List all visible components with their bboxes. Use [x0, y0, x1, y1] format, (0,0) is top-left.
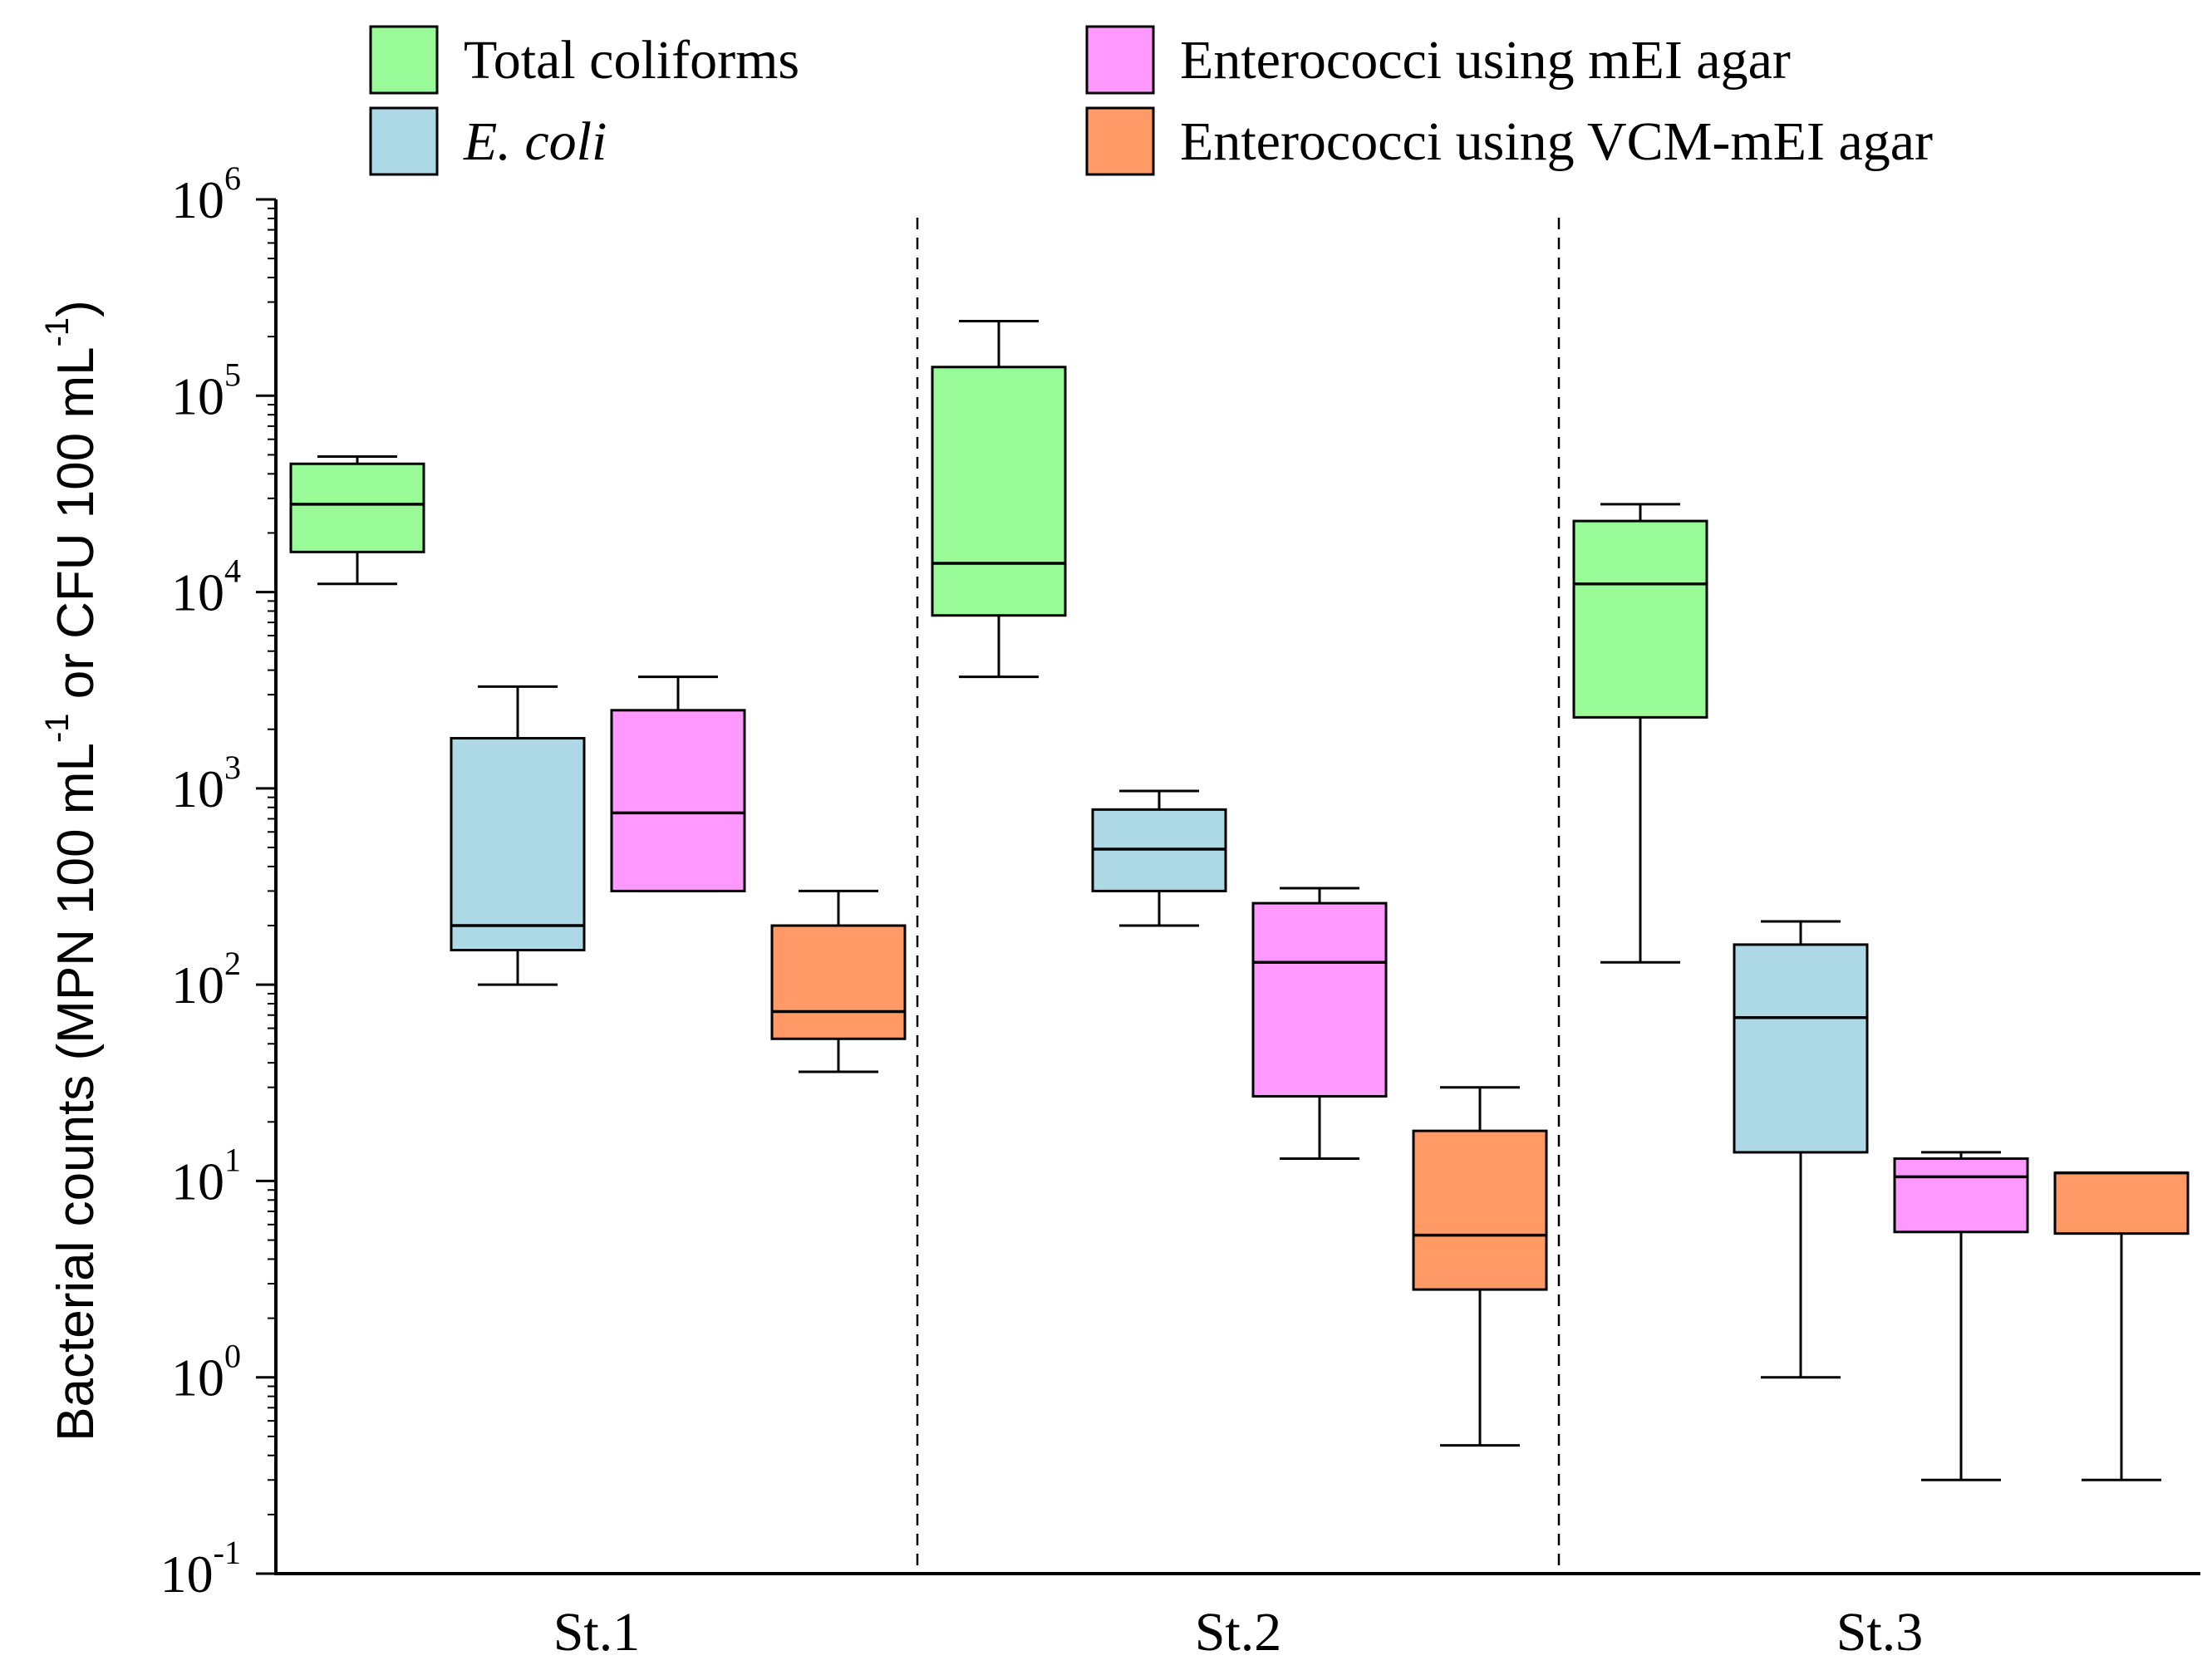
- box: [1893, 1151, 2029, 1481]
- legend-swatch: [1085, 106, 1155, 176]
- legend-label: Enterococci using mEI agar: [1180, 30, 1791, 91]
- box-iqr: [450, 737, 586, 952]
- x-tick-label: St.3: [1836, 1602, 1924, 1663]
- legend-swatch: [369, 25, 439, 95]
- axes: [274, 199, 2200, 1575]
- box-iqr: [1251, 901, 1388, 1098]
- box: [1091, 789, 1227, 927]
- box: [610, 675, 746, 892]
- box-iqr: [2053, 1172, 2190, 1235]
- station-dividers: [916, 218, 1561, 1574]
- legend-label: Enterococci using VCM-mEI agar: [1180, 111, 1933, 172]
- y-tick-label: 106: [171, 160, 241, 229]
- x-tick-label: St.2: [1195, 1602, 1282, 1663]
- legend-label: Total coliforms: [464, 30, 799, 91]
- box: [1412, 1086, 1548, 1447]
- y-tick-label: 102: [171, 945, 241, 1014]
- y-axis-label: Bacterial counts (MPN 100 mL-1 or CFU 10…: [39, 300, 105, 1442]
- x-tick-label: St.1: [553, 1602, 641, 1663]
- box-iqr: [289, 462, 425, 553]
- box-iqr: [931, 366, 1067, 617]
- y-tick-label: 103: [171, 749, 241, 818]
- box-iqr: [1572, 519, 1708, 719]
- legend-item: Enterococci using VCM-mEI agar: [1085, 106, 1933, 176]
- y-ticks: 10-1 100 101 102 103 104 105 106: [160, 160, 276, 1604]
- y-tick-label: 104: [171, 553, 241, 622]
- legend-swatch: [369, 106, 439, 176]
- legend-label: E. coli: [463, 111, 607, 172]
- legend-item: Total coliforms: [369, 25, 799, 95]
- box: [2053, 1171, 2190, 1481]
- y-tick-label: 101: [171, 1141, 241, 1211]
- legend-swatch: [1085, 25, 1155, 95]
- box-iqr: [1893, 1157, 2029, 1234]
- box-iqr: [610, 709, 746, 892]
- box: [1572, 503, 1708, 964]
- legend: Total coliforms E. coli Enterococci using …: [369, 25, 1933, 176]
- box: [1251, 887, 1388, 1161]
- box-iqr: [770, 924, 907, 1040]
- box: [1733, 920, 1869, 1379]
- box-iqr: [1733, 943, 1869, 1154]
- box: [450, 685, 586, 986]
- y-tick-label: 105: [171, 356, 241, 425]
- legend-item: E. coli: [369, 106, 607, 176]
- legend-item: Enterococci using mEI agar: [1085, 25, 1791, 95]
- box: [931, 319, 1067, 679]
- x-tick-labels: St.1 St.2 St.3: [553, 1602, 1924, 1663]
- y-tick-label: 100: [171, 1338, 241, 1407]
- box-series: [289, 319, 2190, 1481]
- box: [289, 454, 425, 586]
- box: [770, 889, 907, 1073]
- box-iqr: [1412, 1129, 1548, 1291]
- y-tick-label: 10-1: [160, 1534, 241, 1604]
